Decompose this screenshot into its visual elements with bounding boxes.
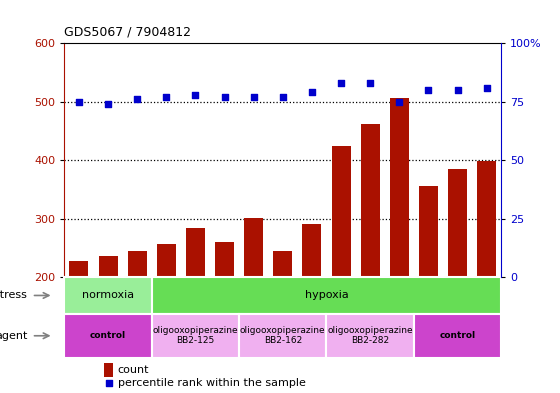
Bar: [448, 169, 467, 277]
Point: [366, 80, 375, 86]
Point: [133, 96, 142, 103]
Bar: [128, 251, 147, 277]
Point: [337, 80, 346, 86]
Bar: [215, 242, 234, 277]
Point: [395, 99, 404, 105]
Text: control: control: [90, 331, 126, 340]
Bar: [64, 277, 152, 314]
Bar: [99, 255, 118, 277]
Text: oligooxopiperazine
BB2-162: oligooxopiperazine BB2-162: [240, 326, 325, 345]
Bar: [186, 228, 205, 277]
Point: [162, 94, 171, 100]
Bar: [239, 314, 326, 358]
Text: stress: stress: [0, 290, 27, 301]
Text: oligooxopiperazine
BB2-282: oligooxopiperazine BB2-282: [328, 326, 413, 345]
Point: [104, 101, 113, 107]
Bar: [104, 363, 113, 376]
Text: percentile rank within the sample: percentile rank within the sample: [118, 378, 306, 388]
Text: hypoxia: hypoxia: [305, 290, 348, 301]
Text: count: count: [118, 365, 149, 375]
Point: [74, 99, 83, 105]
Text: agent: agent: [0, 331, 27, 341]
Bar: [419, 186, 438, 277]
Bar: [332, 146, 351, 277]
Text: control: control: [440, 331, 475, 340]
Text: oligooxopiperazine
BB2-125: oligooxopiperazine BB2-125: [153, 326, 238, 345]
Bar: [326, 314, 414, 358]
Bar: [64, 314, 152, 358]
Bar: [361, 124, 380, 277]
Bar: [273, 251, 292, 277]
Point: [482, 84, 491, 91]
Point: [278, 94, 287, 100]
Point: [220, 94, 229, 100]
Bar: [152, 314, 239, 358]
Text: normoxia: normoxia: [82, 290, 134, 301]
Bar: [244, 218, 263, 277]
Text: GDS5067 / 7904812: GDS5067 / 7904812: [64, 26, 192, 39]
Point: [191, 92, 200, 98]
Point: [453, 87, 462, 93]
Point: [424, 87, 433, 93]
Bar: [152, 277, 501, 314]
Bar: [157, 244, 176, 277]
Bar: [414, 314, 501, 358]
Bar: [390, 97, 409, 277]
Bar: [477, 162, 496, 277]
Bar: [69, 261, 88, 277]
Point: [249, 94, 258, 100]
Bar: [302, 224, 321, 277]
Point: [307, 89, 316, 95]
